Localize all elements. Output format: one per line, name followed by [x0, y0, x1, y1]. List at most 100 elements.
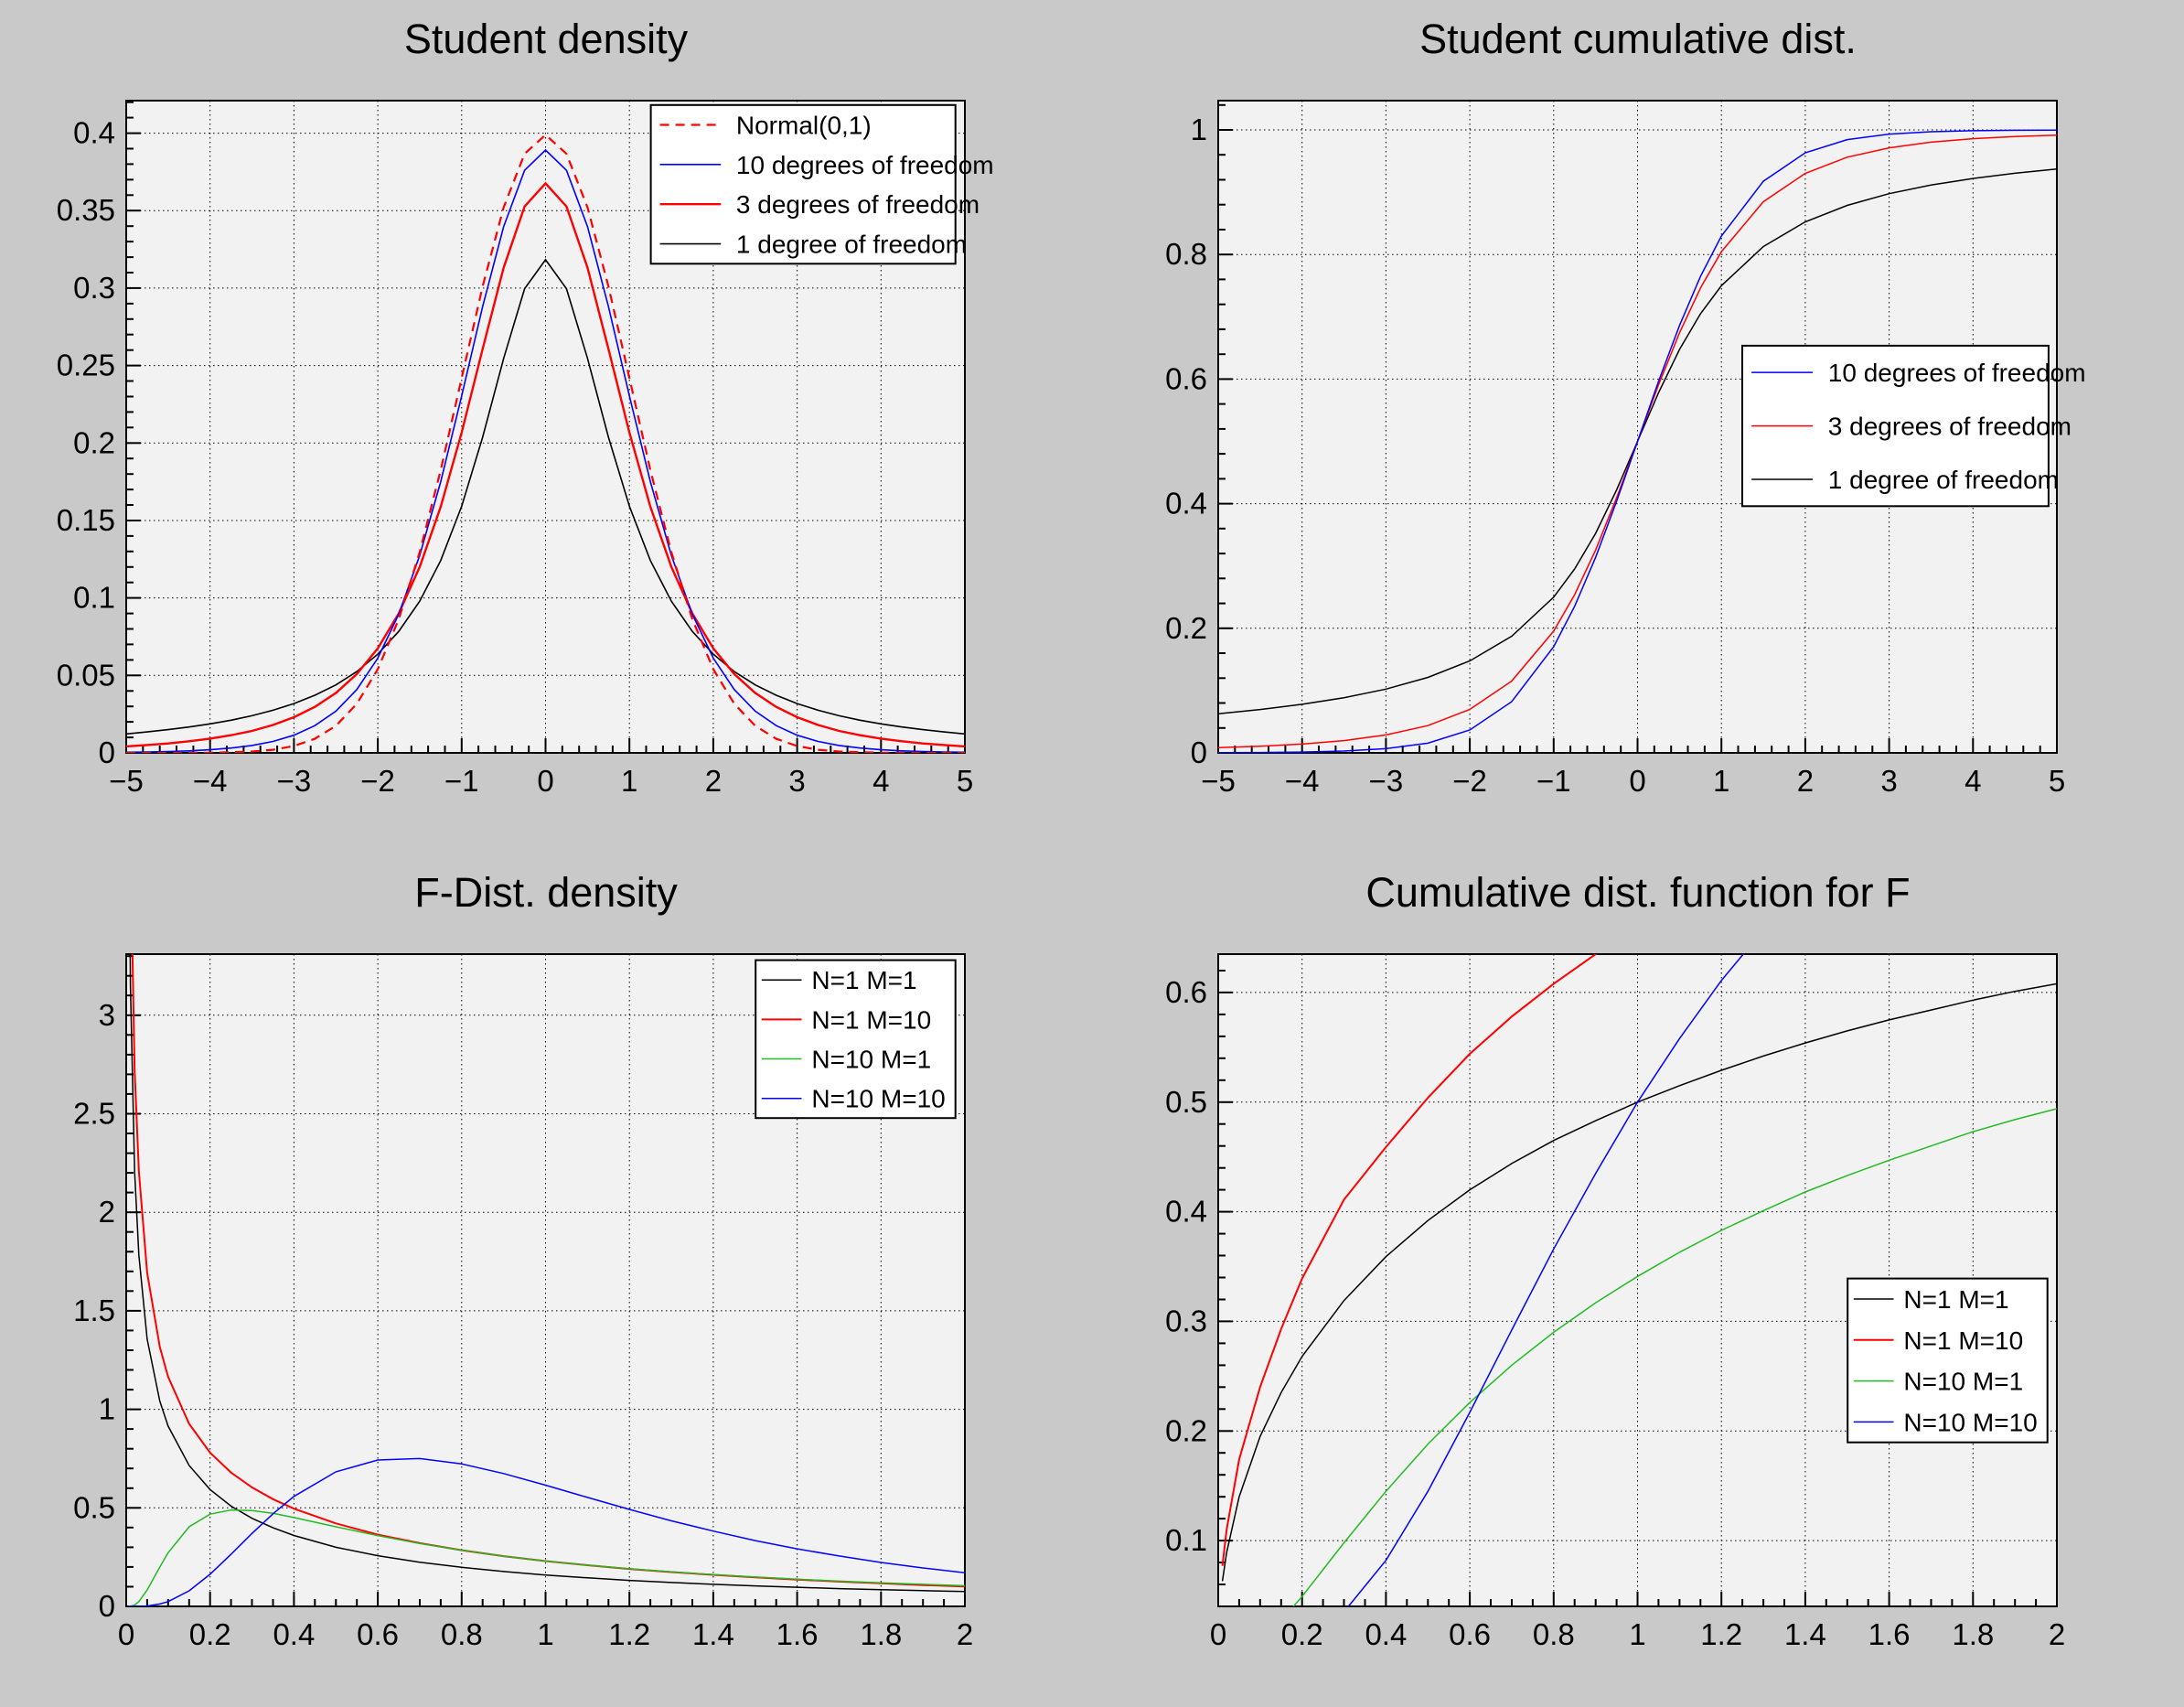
- svg-text:0: 0: [99, 735, 115, 769]
- svg-text:1.8: 1.8: [860, 1617, 902, 1651]
- pad-fdist-cumulative: 0 0.2 0.4 0.6 0.8 1 1.2 1.4 1.6 1.8 2 0.1 0.2 0.3 0.4 0…: [1092, 854, 2184, 1707]
- svg-text:0.15: 0.15: [57, 503, 115, 537]
- gridlines: [126, 954, 965, 1606]
- legend-label: 3 degrees of freedom: [736, 190, 980, 219]
- series-3-degrees-of-freedom: [126, 181, 965, 748]
- svg-text:3: 3: [99, 998, 115, 1032]
- series-n-10-m-1: [128, 1508, 965, 1606]
- svg-text:−3: −3: [1369, 764, 1404, 798]
- svg-text:5: 5: [2049, 764, 2065, 798]
- plot-title: Student density: [404, 16, 689, 62]
- svg-text:1.4: 1.4: [1784, 1617, 1826, 1651]
- svg-text:1: 1: [99, 1392, 115, 1426]
- plot-fdist-cumulative: 0 0.2 0.4 0.6 0.8 1 1.2 1.4 1.6 1.8 20.10.20.30.40…: [1165, 869, 2065, 1651]
- pad-student-cumulative: −5 −4 −3 −2 −1 0 1 2 3 4 5 0 0.2 0.4 0.6 0.8 1 10 degrees…: [1092, 0, 2184, 854]
- svg-text:1: 1: [537, 1617, 553, 1651]
- svg-text:1: 1: [621, 764, 637, 798]
- svg-text:0.5: 0.5: [1165, 1085, 1207, 1119]
- svg-text:1.6: 1.6: [1868, 1617, 1911, 1651]
- legend: N=1 M=1 N=1 M=10 N=10 M=1 N=10 M=10: [1847, 1277, 2049, 1444]
- svg-text:3: 3: [1880, 764, 1897, 798]
- svg-text:2: 2: [957, 1617, 973, 1651]
- series-group: [1221, 954, 2057, 1606]
- svg-text:1.2: 1.2: [608, 1617, 650, 1651]
- plot-fdist-density: 0 0.2 0.4 0.6 0.8 1 1.2 1.4 1.6 1.8 2 0 0.5 1 1.5 2 2.5 3…: [73, 869, 973, 1651]
- legend-label: N=10 M=10: [1903, 1408, 2037, 1436]
- svg-text:0.6: 0.6: [1165, 975, 1207, 1009]
- svg-text:0.4: 0.4: [73, 116, 115, 150]
- svg-text:0.25: 0.25: [57, 349, 115, 382]
- y-axis-labels: 0 0.05 0.1 0.15 0.2 0.25 0.3 0.35 0.4: [57, 116, 115, 769]
- svg-text:0.1: 0.1: [73, 581, 115, 615]
- legend-label: 1 degree of freedom: [1828, 466, 2059, 494]
- plot-title: F-Dist. density: [414, 869, 678, 916]
- svg-text:0.3: 0.3: [73, 271, 115, 305]
- svg-text:0.2: 0.2: [1281, 1617, 1323, 1651]
- svg-text:0.4: 0.4: [1165, 487, 1207, 521]
- svg-text:2: 2: [99, 1195, 115, 1229]
- svg-text:3: 3: [788, 764, 805, 798]
- svg-text:0.2: 0.2: [73, 425, 115, 459]
- svg-text:0: 0: [537, 764, 553, 798]
- svg-text:0.05: 0.05: [57, 658, 115, 692]
- svg-text:−3: −3: [277, 764, 312, 798]
- svg-text:−1: −1: [444, 764, 479, 798]
- series-n-1-m-1: [1221, 982, 2057, 1582]
- legend-label: N=1 M=10: [811, 1005, 931, 1034]
- svg-text:2.5: 2.5: [73, 1097, 115, 1131]
- svg-text:1: 1: [1713, 764, 1729, 798]
- svg-text:0.2: 0.2: [1165, 1413, 1207, 1447]
- svg-text:0.2: 0.2: [189, 1617, 231, 1651]
- svg-text:1.8: 1.8: [1952, 1617, 1994, 1651]
- svg-text:0.6: 0.6: [357, 1617, 399, 1651]
- svg-text:−2: −2: [360, 764, 395, 798]
- x-axis-labels: 0 0.2 0.4 0.6 0.8 1 1.2 1.4 1.6 1.8 2: [1210, 1617, 2065, 1651]
- plot-title: Student cumulative dist.: [1419, 16, 1857, 62]
- svg-text:0: 0: [99, 1589, 115, 1623]
- series-n-1-m-10: [1221, 954, 1598, 1566]
- svg-text:1: 1: [1191, 113, 1207, 146]
- series-n-10-m-1: [1292, 1108, 2057, 1606]
- svg-text:4: 4: [1965, 764, 1981, 798]
- axis-ticks: [125, 101, 966, 754]
- series-group: [1218, 129, 2057, 753]
- svg-text:−2: −2: [1452, 764, 1487, 798]
- legend-label: N=10 M=1: [1903, 1368, 2023, 1396]
- svg-text:−5: −5: [1201, 764, 1236, 798]
- svg-text:0.8: 0.8: [441, 1617, 483, 1651]
- svg-text:−5: −5: [109, 764, 144, 798]
- series-1-degree-of-freedom: [126, 258, 965, 735]
- legend-label: 10 degrees of freedom: [736, 151, 994, 179]
- svg-text:4: 4: [873, 764, 889, 798]
- gridlines: [126, 101, 965, 753]
- legend-box: [1847, 1277, 2049, 1444]
- legend-box: [649, 103, 957, 265]
- legend-label: N=1 M=1: [1903, 1285, 2008, 1314]
- svg-text:1.2: 1.2: [1700, 1617, 1742, 1651]
- svg-text:0.4: 0.4: [273, 1617, 315, 1651]
- series-n-10-m-10: [128, 1457, 965, 1606]
- plot-student-density: −5 −4 −3 −2 −1 0 1 2 3 4 5 0 0.05 0.1 0.15 0.2 0.25 0.3 0.…: [57, 16, 994, 798]
- svg-text:−4: −4: [193, 764, 228, 798]
- svg-text:0.5: 0.5: [73, 1490, 115, 1524]
- y-axis-labels: 0.1 0.2 0.3 0.4 0.5 0.6: [1165, 975, 1207, 1557]
- legend-label: N=1 M=10: [1903, 1326, 2023, 1355]
- x-axis-labels: −5 −4 −3 −2 −1 0 1 2 3 4 5: [109, 764, 973, 798]
- svg-text:0.1: 0.1: [1165, 1523, 1207, 1557]
- legend: Normal(0,1) 10 degrees of freedom 3 degree…: [649, 103, 994, 265]
- axis-ticks: [1217, 970, 2058, 1607]
- svg-text:2: 2: [2049, 1617, 2065, 1651]
- svg-text:1.5: 1.5: [73, 1294, 115, 1327]
- series-10-degrees-of-freedom: [1218, 129, 2057, 753]
- svg-text:0.2: 0.2: [1165, 611, 1207, 645]
- legend-label: N=10 M=10: [811, 1085, 945, 1113]
- svg-text:2: 2: [1797, 764, 1814, 798]
- svg-text:1.4: 1.4: [692, 1617, 734, 1651]
- series-group: [128, 954, 965, 1606]
- svg-text:0: 0: [1629, 764, 1645, 798]
- y-axis-labels: 0 0.2 0.4 0.6 0.8 1: [1165, 113, 1207, 769]
- svg-text:0: 0: [118, 1617, 134, 1651]
- series-n-1-m-1: [129, 954, 965, 1593]
- svg-text:0.6: 0.6: [1449, 1617, 1491, 1651]
